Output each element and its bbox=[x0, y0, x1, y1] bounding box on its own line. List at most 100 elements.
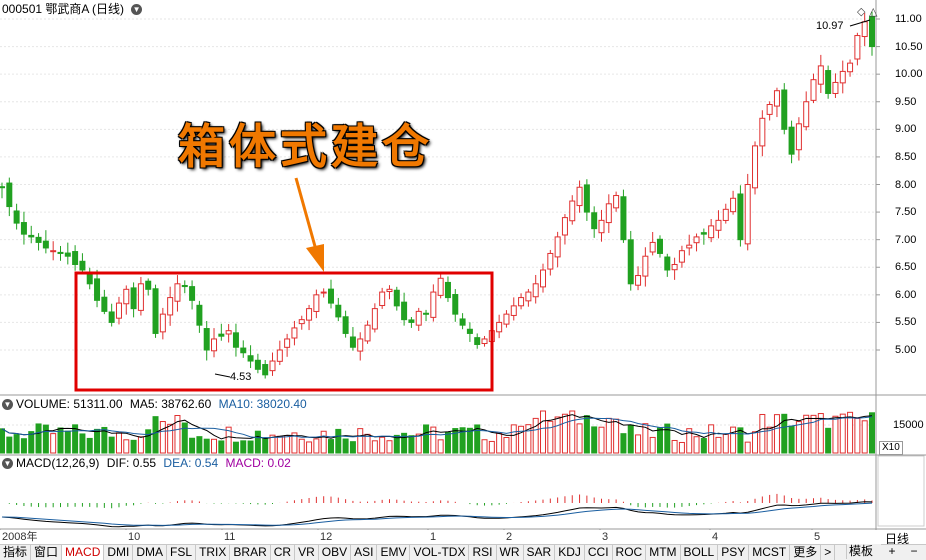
tab-kdj[interactable]: KDJ bbox=[555, 545, 585, 560]
volume-bar bbox=[810, 414, 817, 454]
date-label: 11 bbox=[224, 531, 236, 543]
candle-body bbox=[525, 291, 532, 302]
candle-body bbox=[474, 337, 481, 345]
volume-bar bbox=[401, 432, 408, 454]
tab-sar[interactable]: SAR bbox=[524, 545, 556, 560]
high-annotation: 10.97 bbox=[816, 20, 844, 32]
candle-body bbox=[503, 313, 510, 325]
candle-body bbox=[320, 291, 327, 294]
tab-cr[interactable]: CR bbox=[271, 545, 296, 560]
price-tick-label: 6.00 bbox=[895, 288, 917, 301]
tab-cci[interactable]: CCI bbox=[585, 545, 613, 560]
date-label: 5 bbox=[814, 531, 821, 543]
candle-body bbox=[145, 280, 152, 290]
tab-vol-tdx[interactable]: VOL-TDX bbox=[410, 545, 470, 560]
volume-bar bbox=[627, 424, 634, 454]
volume-bar bbox=[313, 438, 320, 454]
candle-body bbox=[444, 281, 451, 299]
volume-bar bbox=[452, 428, 459, 454]
candle-body bbox=[671, 263, 678, 271]
candle-body bbox=[708, 225, 715, 239]
tab-macd[interactable]: MACD bbox=[62, 545, 105, 560]
candle-body bbox=[284, 338, 291, 348]
date-label: 10 bbox=[128, 531, 141, 543]
volume-bar bbox=[232, 441, 239, 454]
volume-bar bbox=[788, 425, 795, 454]
candle-body bbox=[678, 250, 685, 263]
diamond-icon[interactable]: ◇ bbox=[857, 6, 866, 18]
candle-body bbox=[781, 89, 788, 130]
candle-body bbox=[108, 311, 115, 323]
zoom-out-button[interactable]: − bbox=[910, 544, 918, 558]
tab-trix[interactable]: TRIX bbox=[196, 545, 231, 560]
tab-vr[interactable]: VR bbox=[295, 545, 319, 560]
tab-mcst[interactable]: MCST bbox=[749, 545, 791, 560]
volume-bar bbox=[247, 440, 254, 454]
volume-bar bbox=[459, 427, 466, 454]
volume-bar bbox=[379, 436, 386, 454]
macd-line bbox=[1, 501, 873, 528]
triangle-icon[interactable]: △ bbox=[869, 6, 878, 18]
tab-更多[interactable]: 更多 bbox=[790, 545, 822, 560]
volume-bar bbox=[167, 423, 174, 454]
tab-rsi[interactable]: RSI bbox=[469, 545, 497, 560]
tab-dmi[interactable]: DMI bbox=[104, 545, 134, 560]
tab->[interactable]: > bbox=[821, 545, 836, 560]
tab-brar[interactable]: BRAR bbox=[230, 545, 271, 560]
candle-body bbox=[598, 219, 605, 234]
candle-body bbox=[35, 236, 42, 243]
candle-body bbox=[547, 252, 554, 270]
period-label[interactable]: 日线 bbox=[885, 532, 910, 546]
candle-body bbox=[269, 360, 276, 372]
volume-bar bbox=[108, 436, 115, 454]
volume-bar bbox=[620, 433, 627, 454]
candle-body bbox=[795, 123, 802, 151]
tab-emv[interactable]: EMV bbox=[377, 545, 411, 560]
tab-窗口[interactable]: 窗口 bbox=[31, 545, 63, 560]
tab-mtm[interactable]: MTM bbox=[646, 545, 681, 560]
volume-bar bbox=[189, 437, 196, 454]
volume-bar bbox=[423, 424, 430, 454]
volume-bar bbox=[569, 410, 576, 454]
volume-bar bbox=[510, 424, 517, 454]
tab-roc[interactable]: ROC bbox=[613, 545, 647, 560]
chevron-down-icon[interactable]: ▼ bbox=[2, 399, 13, 411]
price-tick-label: 9.00 bbox=[895, 123, 917, 136]
candle-body bbox=[276, 349, 283, 362]
candle-body bbox=[94, 278, 101, 301]
tab-obv[interactable]: OBV bbox=[319, 545, 352, 560]
volume-bar bbox=[832, 415, 839, 454]
candle-body bbox=[225, 330, 232, 335]
volume-bar bbox=[72, 424, 79, 454]
tab-指标[interactable]: 指标 bbox=[0, 545, 32, 560]
tab-psy[interactable]: PSY bbox=[718, 545, 750, 560]
price-tick-label: 10.50 bbox=[895, 40, 923, 53]
volume-bar bbox=[262, 437, 269, 454]
tab-wr[interactable]: WR bbox=[497, 545, 524, 560]
candle-body bbox=[715, 219, 722, 231]
overlay-title: 箱体式建仓 bbox=[178, 120, 433, 175]
candle-body bbox=[832, 81, 839, 94]
price-tick-label: 9.50 bbox=[895, 95, 917, 108]
tab-dma[interactable]: DMA bbox=[133, 545, 168, 560]
volume-bar bbox=[0, 428, 5, 454]
candle-body bbox=[130, 287, 137, 310]
volume-bar bbox=[342, 438, 349, 454]
volume-bar bbox=[437, 439, 444, 454]
candle-body bbox=[240, 347, 247, 354]
tab-boll[interactable]: BOLL bbox=[681, 545, 719, 560]
volume-bar bbox=[803, 414, 810, 454]
volume-bar bbox=[415, 433, 422, 454]
chevron-down-icon[interactable]: ▼ bbox=[2, 458, 13, 470]
chevron-down-icon[interactable]: ▼ bbox=[131, 4, 143, 16]
volume-bar bbox=[839, 413, 846, 454]
template-button[interactable]: 模板 bbox=[846, 544, 881, 559]
candle-body bbox=[313, 294, 320, 312]
volume-bar bbox=[686, 428, 693, 454]
candle-body bbox=[561, 217, 568, 236]
tab-asi[interactable]: ASI bbox=[351, 545, 378, 560]
tab-fsl[interactable]: FSL bbox=[167, 545, 197, 560]
zoom-in-button[interactable]: + bbox=[888, 544, 896, 558]
